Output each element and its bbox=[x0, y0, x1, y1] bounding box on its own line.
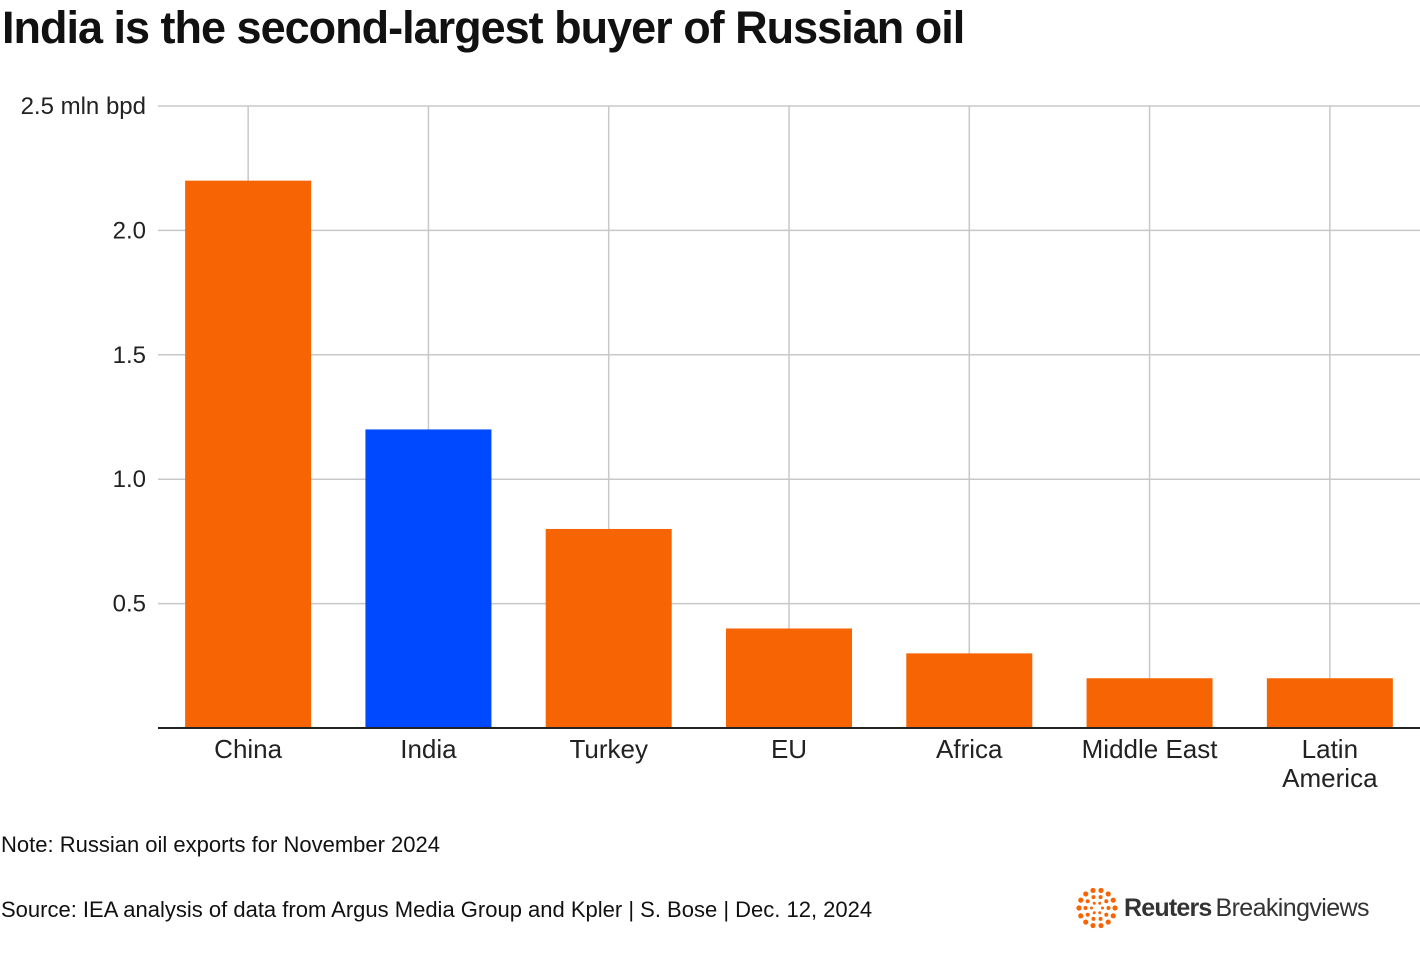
logo-dot bbox=[1098, 895, 1103, 900]
logo-dot bbox=[1106, 906, 1111, 910]
y-tick-label: 1.5 bbox=[113, 342, 146, 369]
x-tick-label-line: Turkey bbox=[569, 734, 648, 764]
bars bbox=[185, 180, 1393, 728]
bar-turkey bbox=[545, 528, 672, 728]
logo-dot bbox=[1083, 906, 1088, 910]
logo-dot bbox=[1083, 919, 1089, 925]
logo-dot bbox=[1098, 901, 1102, 905]
x-tick-label-line: Africa bbox=[936, 734, 1003, 764]
logo-dot bbox=[1098, 887, 1104, 894]
bar-india bbox=[365, 429, 492, 728]
x-tick-label: Turkey bbox=[569, 734, 648, 764]
y-tick-label: 1.0 bbox=[113, 466, 146, 493]
logo-dot bbox=[1092, 911, 1096, 915]
logo-dot bbox=[1112, 905, 1118, 911]
logo-dot bbox=[1105, 891, 1111, 897]
logo-dot bbox=[1104, 899, 1109, 904]
logo-dot bbox=[1091, 916, 1096, 921]
x-tick-label: Africa bbox=[936, 734, 1003, 764]
bar-chart: 0.5 1.0 1.5 2.0 2.5 mln bpd China India Turkey… bbox=[21, 93, 1420, 793]
bar-latin-america bbox=[1266, 678, 1393, 728]
chart-source: Source: IEA analysis of data from Argus … bbox=[1, 897, 873, 922]
logo-dot bbox=[1078, 897, 1084, 903]
logo-dot bbox=[1104, 912, 1109, 917]
x-tick-label: Latin America bbox=[1282, 734, 1378, 793]
reuters-dots-icon bbox=[1076, 887, 1118, 929]
logo-dot bbox=[1105, 919, 1111, 925]
bar-china bbox=[185, 180, 312, 728]
logo-dot bbox=[1098, 916, 1103, 921]
x-tick-label-line: Middle East bbox=[1082, 734, 1219, 764]
chart-note: Note: Russian oil exports for November 2… bbox=[1, 832, 440, 857]
bar-eu bbox=[726, 628, 852, 728]
logo-dot bbox=[1085, 899, 1090, 904]
logo-dot bbox=[1098, 911, 1102, 915]
x-tick-label-line: India bbox=[400, 734, 457, 764]
x-tick-label: EU bbox=[771, 734, 807, 764]
y-tick-label: 0.5 bbox=[113, 591, 146, 618]
x-tick-label: China bbox=[214, 734, 282, 764]
logo-dot bbox=[1101, 906, 1104, 910]
x-axis-ticks: China India Turkey EU Africa Middle East Latin… bbox=[214, 734, 1378, 793]
x-tick-label-line: EU bbox=[771, 734, 807, 764]
brand-name-light: Breakingviews bbox=[1215, 893, 1370, 922]
bar-middle-east bbox=[1086, 678, 1213, 728]
logo-dot bbox=[1091, 895, 1096, 900]
brand-name-bold: Reuters bbox=[1124, 893, 1212, 922]
y-tick-label: 2.0 bbox=[113, 217, 146, 244]
x-tick-label-line: America bbox=[1282, 763, 1378, 793]
gridlines bbox=[158, 105, 1420, 728]
x-tick-label-line: Latin bbox=[1302, 734, 1358, 764]
logo-dot bbox=[1090, 906, 1093, 910]
logo-dot bbox=[1083, 891, 1089, 897]
brand-logo: Reuters Breakingviews bbox=[1076, 887, 1369, 929]
x-tick-label: Middle East bbox=[1082, 734, 1219, 764]
logo-dot bbox=[1085, 912, 1090, 917]
x-tick-label: India bbox=[400, 734, 457, 764]
chart-title: India is the second-largest buyer of Rus… bbox=[2, 2, 965, 53]
y-axis-ticks: 0.5 1.0 1.5 2.0 2.5 mln bpd bbox=[21, 93, 146, 618]
logo-dot bbox=[1098, 922, 1104, 929]
logo-dot bbox=[1090, 887, 1096, 894]
logo-dot bbox=[1110, 897, 1116, 903]
bar-africa bbox=[906, 653, 1033, 728]
logo-dot bbox=[1092, 901, 1096, 905]
logo-dot bbox=[1078, 913, 1084, 919]
logo-dot bbox=[1076, 905, 1082, 911]
y-tick-label: 2.5 mln bpd bbox=[21, 93, 146, 120]
x-tick-label-line: China bbox=[214, 734, 282, 764]
logo-dot bbox=[1110, 913, 1116, 919]
logo-dot bbox=[1090, 922, 1096, 929]
